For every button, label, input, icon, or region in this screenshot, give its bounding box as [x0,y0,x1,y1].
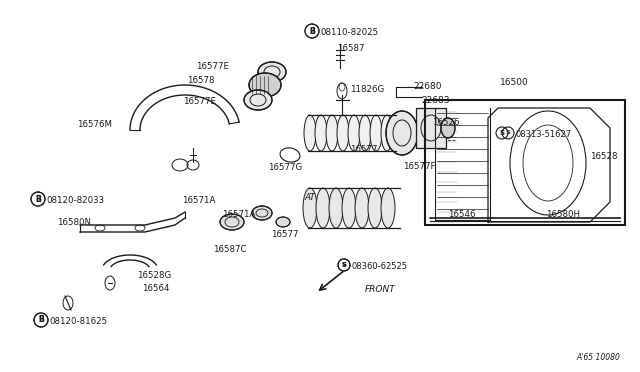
Text: 11826G: 11826G [350,85,384,94]
Text: 16577G: 16577G [268,163,302,172]
Ellipse shape [304,115,316,151]
Text: 22680: 22680 [413,82,442,91]
Text: 16580H: 16580H [546,210,580,219]
Text: B: B [309,26,315,35]
Text: 16587C: 16587C [213,245,246,254]
Ellipse shape [348,115,360,151]
Text: B: B [309,26,315,35]
Ellipse shape [381,115,393,151]
Ellipse shape [258,62,286,82]
Text: S: S [342,263,346,267]
Ellipse shape [326,115,338,151]
Text: 16577: 16577 [350,145,378,154]
Ellipse shape [244,90,272,110]
Text: B: B [35,195,41,203]
Text: 08360-62525: 08360-62525 [352,262,408,271]
Text: AT: AT [304,193,315,202]
Ellipse shape [315,115,327,151]
Text: B: B [35,195,41,203]
Text: 16546: 16546 [448,210,476,219]
Text: S: S [506,131,510,135]
Text: 16587: 16587 [337,44,365,53]
Text: 16571A: 16571A [222,210,255,219]
Ellipse shape [386,111,418,155]
Text: 16577: 16577 [271,230,298,239]
Ellipse shape [249,73,281,97]
Text: S: S [499,130,504,136]
Text: 16526: 16526 [432,118,460,127]
Ellipse shape [276,217,290,227]
Text: 16571A: 16571A [182,196,216,205]
Text: B: B [38,315,44,324]
Ellipse shape [329,188,343,228]
Text: 16564: 16564 [142,284,170,293]
Ellipse shape [337,115,349,151]
Text: FRONT: FRONT [365,285,396,294]
Text: 22683: 22683 [421,96,449,105]
Ellipse shape [381,188,395,228]
Text: 16500: 16500 [500,78,529,87]
Text: 16577F: 16577F [403,162,435,171]
Bar [416,108,446,148]
Ellipse shape [441,118,455,138]
Text: 16577E: 16577E [196,62,229,71]
Text: 08120-82033: 08120-82033 [46,196,104,205]
Ellipse shape [368,188,382,228]
Bar [425,100,625,225]
Ellipse shape [303,188,317,228]
Ellipse shape [220,214,244,230]
Text: 08313-51627: 08313-51627 [516,130,572,139]
Ellipse shape [359,115,371,151]
Text: 08110-82025: 08110-82025 [320,28,378,37]
Text: 08120-81625: 08120-81625 [49,317,107,326]
Text: A'65 10080: A'65 10080 [576,353,620,362]
Text: 16576M: 16576M [77,120,112,129]
Ellipse shape [252,206,272,220]
Text: 16577E: 16577E [183,97,216,106]
Text: 16580N: 16580N [57,218,91,227]
Text: 16528: 16528 [590,152,618,161]
Ellipse shape [370,115,382,151]
Text: S: S [342,262,346,268]
Ellipse shape [355,188,369,228]
Ellipse shape [316,188,330,228]
Text: B: B [38,315,44,324]
Text: 16528G: 16528G [137,271,172,280]
Text: 16578: 16578 [187,76,214,85]
Ellipse shape [342,188,356,228]
